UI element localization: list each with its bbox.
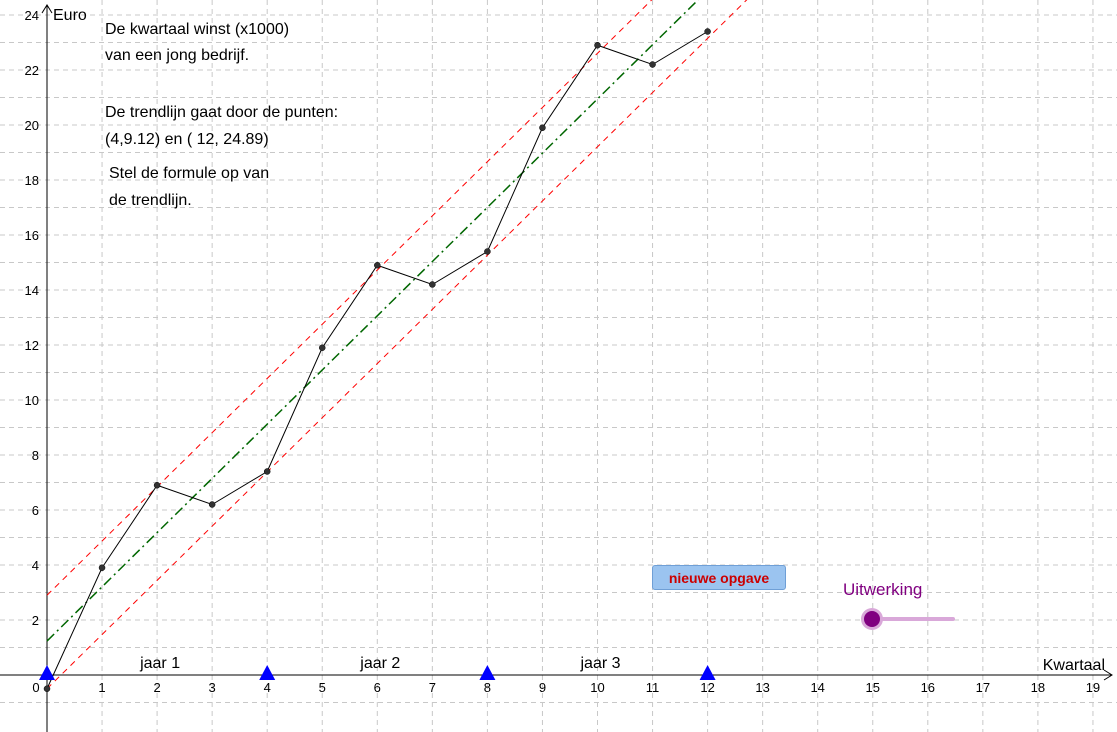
x-tick-label: 16: [921, 680, 935, 695]
y-tick-label: 10: [25, 393, 39, 408]
data-point: [704, 28, 711, 35]
y-tick-label: 12: [25, 338, 39, 353]
x-tick-label: 19: [1086, 680, 1100, 695]
year-marker: [39, 665, 55, 680]
y-tick-label: 16: [25, 228, 39, 243]
x-tick-label: 5: [319, 680, 326, 695]
x-tick-label: 11: [646, 680, 660, 695]
solution-slider-label: Uitwerking: [843, 580, 923, 599]
x-tick-label: 10: [590, 680, 604, 695]
description-line-2: van een jong bedrijf.: [105, 47, 250, 64]
data-point: [98, 564, 106, 571]
y-tick-label: 14: [25, 283, 39, 298]
x-tick-label: 1: [98, 680, 105, 695]
y-tick-label: 24: [25, 8, 39, 23]
data-point: [263, 468, 271, 475]
new-problem-button[interactable]: nieuwe opgave: [652, 565, 786, 590]
x-tick-label: 7: [429, 680, 436, 695]
year-marker: [699, 665, 716, 680]
year-marker: [479, 665, 496, 680]
y-tick-label: 20: [25, 118, 39, 133]
x-tick-label: 14: [810, 680, 824, 695]
y-tick-label: 8: [32, 448, 39, 463]
y-tick-label: 2: [32, 613, 39, 628]
data-point: [374, 262, 381, 269]
data-point: [208, 501, 216, 508]
data-point: [153, 482, 161, 489]
year-label: jaar 2: [359, 655, 400, 672]
x-tick-label: 8: [484, 680, 491, 695]
solution-slider-track[interactable]: [872, 617, 955, 621]
x-tick-label: 4: [264, 680, 271, 695]
trend-line: [46, 0, 700, 642]
description-line-5: Stel de formule op van: [109, 165, 270, 182]
x-tick-label: 13: [755, 680, 769, 695]
x-tick-label: 3: [209, 680, 216, 695]
year-marker: [259, 665, 276, 680]
x-axis-arrow: [1103, 669, 1113, 681]
y-axis-arrow: [41, 4, 53, 14]
x-tick-label: 12: [700, 680, 714, 695]
y-axis-label: Euro: [53, 7, 87, 24]
x-tick-label: 9: [539, 680, 546, 695]
year-label: jaar 3: [579, 655, 620, 672]
x-tick-label: 18: [1031, 680, 1045, 695]
x-tick-label: 6: [374, 680, 381, 695]
data-point: [484, 248, 491, 255]
x-tick-label: 2: [153, 680, 160, 695]
band-line: [46, 0, 748, 690]
description-line-3: De trendlijn gaat door de punten:: [105, 104, 339, 121]
year-label: jaar 1: [139, 655, 180, 672]
data-point: [43, 685, 51, 692]
data-point: [539, 124, 546, 131]
y-tick-label: 6: [32, 503, 39, 518]
x-tick-label: 17: [976, 680, 990, 695]
x-tick-label: 15: [866, 680, 880, 695]
band-line: [46, 0, 653, 596]
description-line-1: De kwartaal winst (x1000): [105, 21, 290, 38]
data-point: [649, 61, 656, 68]
y-tick-label: 4: [32, 558, 39, 573]
description-line-6: de trendlijn.: [109, 192, 192, 209]
data-point: [429, 281, 436, 288]
solution-slider-knob[interactable]: [864, 611, 880, 627]
description-line-4: (4,9.12) en ( 12, 24.89): [105, 131, 269, 148]
y-tick-label: 18: [25, 173, 39, 188]
x-tick-label: 0: [32, 680, 39, 695]
data-point: [319, 344, 326, 351]
data-point: [594, 42, 601, 49]
y-tick-label: 22: [25, 63, 39, 78]
x-axis-label: Kwartaal: [1043, 657, 1105, 674]
